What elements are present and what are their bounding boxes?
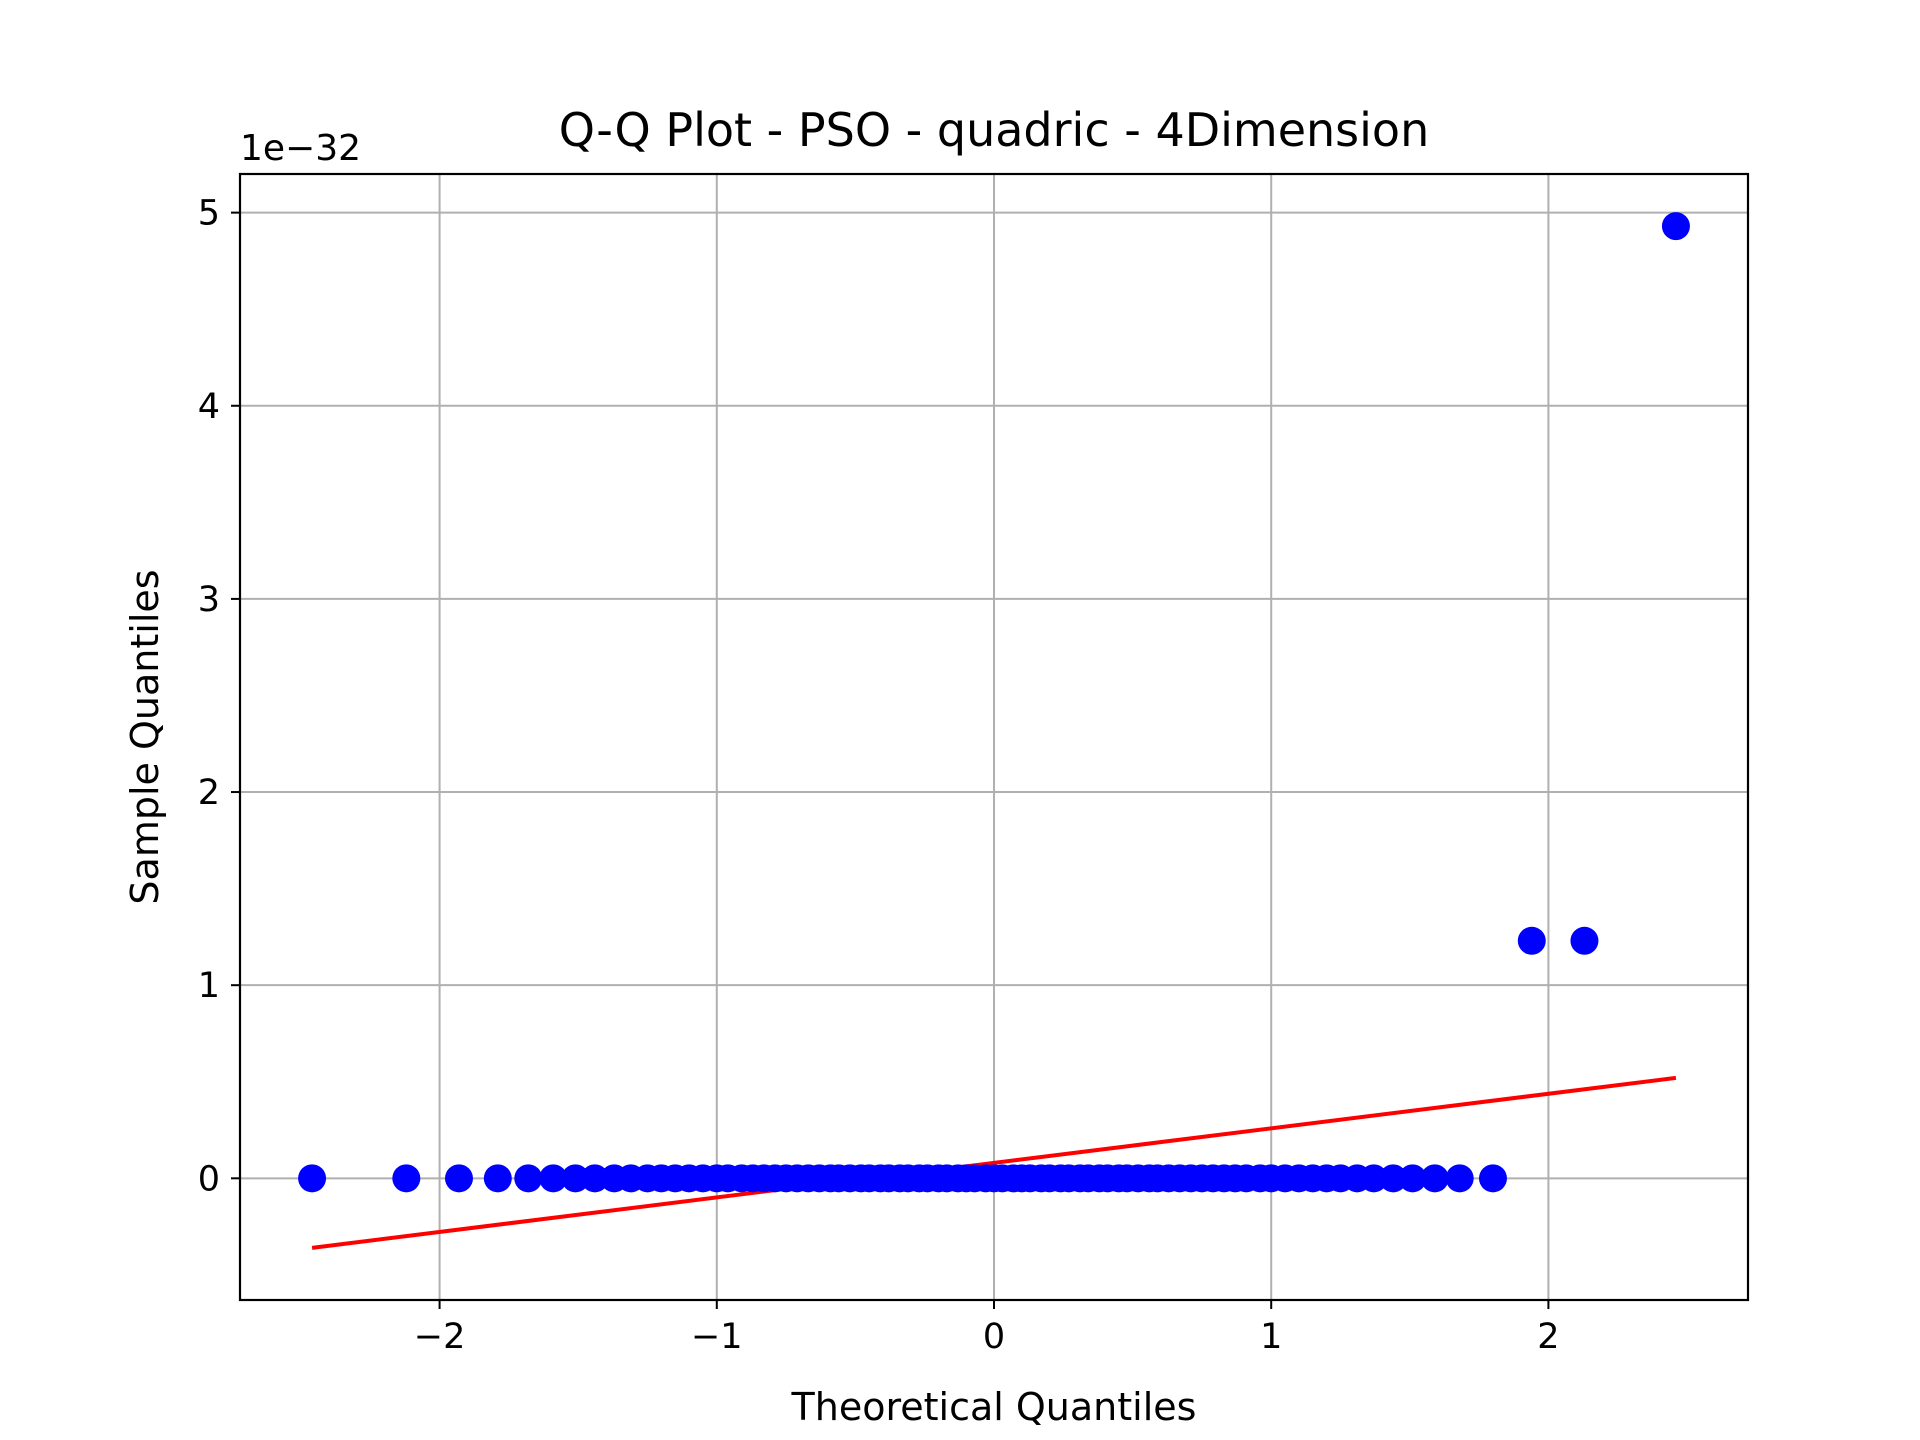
y-tick-label: 1	[198, 966, 220, 1006]
data-point	[1398, 1164, 1427, 1193]
y-tick-label: 5	[198, 194, 220, 234]
data-point	[1379, 1164, 1408, 1193]
data-point	[1359, 1164, 1388, 1193]
data-point	[444, 1164, 473, 1193]
data-point	[483, 1164, 512, 1193]
x-tick-label: −2	[414, 1317, 466, 1357]
chart-title: Q-Q Plot - PSO - quadric - 4Dimension	[559, 103, 1429, 157]
x-tick-label: 0	[983, 1317, 1005, 1357]
data-point	[1420, 1164, 1449, 1193]
y-tick-label: 2	[198, 773, 220, 813]
x-axis-label: Theoretical Quantiles	[791, 1385, 1197, 1429]
x-tick-label: −1	[691, 1317, 743, 1357]
data-point	[1445, 1164, 1474, 1193]
data-point	[1478, 1164, 1507, 1193]
x-tick-label: 2	[1537, 1317, 1559, 1357]
data-point	[298, 1164, 327, 1193]
axis-ticks: −2 −1 0 1 2 0 1 2 3 4 5	[198, 194, 1560, 1357]
data-point	[392, 1164, 421, 1193]
y-offset-label: 1e−32	[240, 128, 361, 169]
y-tick-label: 0	[198, 1159, 220, 1199]
data-point	[1661, 212, 1690, 241]
data-point	[580, 1164, 609, 1193]
y-tick-label: 4	[198, 387, 220, 427]
x-tick-label: 1	[1260, 1317, 1282, 1357]
data-point	[1570, 926, 1599, 955]
data-point	[561, 1164, 590, 1193]
data-point	[1517, 926, 1546, 955]
fit-line	[311, 1075, 1677, 1250]
plot-marks	[298, 212, 1690, 1250]
data-point	[539, 1164, 568, 1193]
data-point	[514, 1164, 543, 1193]
y-tick-label: 3	[198, 580, 220, 620]
y-axis-label: Sample Quantiles	[123, 569, 167, 904]
